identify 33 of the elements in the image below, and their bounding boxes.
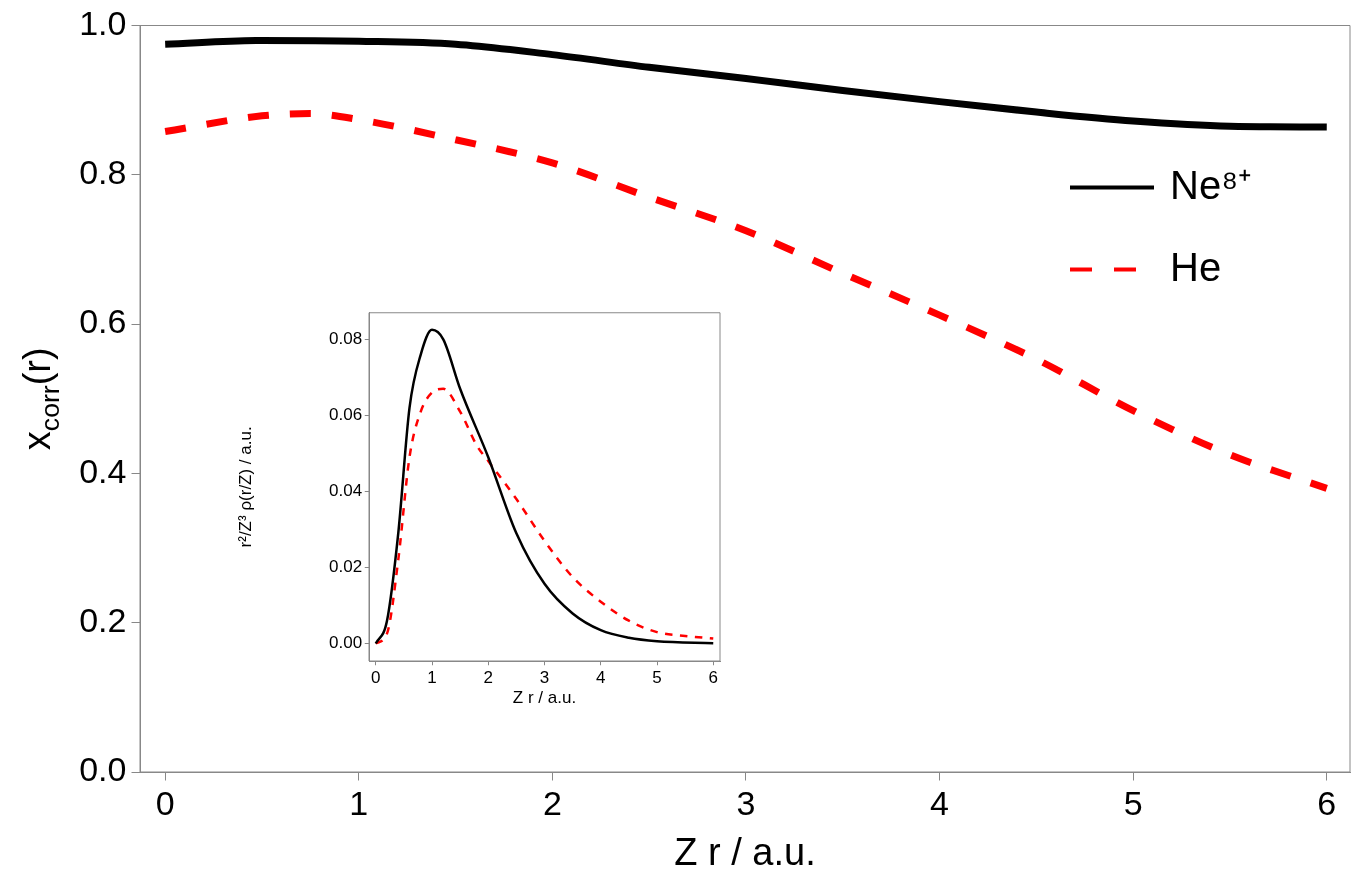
x-tick-label: 2 — [542, 784, 562, 823]
y-tick-label: 0.02 — [329, 557, 363, 577]
legend-label: Ne⁸⁺ — [1170, 162, 1253, 207]
x-tick-label: 6 — [708, 667, 718, 687]
x-tick-label: 6 — [1317, 784, 1337, 823]
line-series — [374, 328, 715, 645]
x-tick-label: 3 — [539, 667, 550, 687]
x-tick-label: 5 — [1123, 784, 1143, 823]
y-axis-title: xcorr(r) — [16, 347, 65, 451]
x-tick-label: 4 — [930, 784, 950, 823]
y-tick-label: 0.0 — [79, 750, 127, 789]
x-tick-label: 5 — [652, 667, 662, 687]
legend-label: He — [1170, 244, 1222, 289]
y-tick-label: 0.04 — [329, 481, 363, 501]
x-tick-label: 0 — [371, 667, 381, 687]
y-tick-label: 0.00 — [329, 633, 363, 653]
y-tick-label: 0.06 — [329, 405, 363, 425]
line-series — [374, 387, 715, 645]
x-tick-label: 4 — [596, 667, 606, 687]
x-tick-label: 1 — [349, 784, 369, 823]
y-axis-title: r²/Z³ ρ(r/Z) / a.u. — [235, 426, 255, 548]
x-axis-title: Z r / a.u. — [674, 831, 816, 874]
x-axis-title: Z r / a.u. — [512, 687, 577, 707]
x-tick-label: 1 — [427, 667, 437, 687]
y-tick-label: 0.08 — [329, 329, 363, 349]
y-tick-label: 0.6 — [79, 302, 127, 341]
y-tick-label: 0.2 — [79, 601, 127, 640]
x-tick-label: 0 — [155, 784, 175, 823]
y-tick-label: 1.0 — [79, 3, 127, 42]
y-tick-label: 0.8 — [79, 153, 127, 192]
y-tick-label: 0.4 — [79, 451, 127, 490]
x-tick-label: 2 — [483, 667, 493, 687]
x-tick-label: 3 — [736, 784, 756, 823]
